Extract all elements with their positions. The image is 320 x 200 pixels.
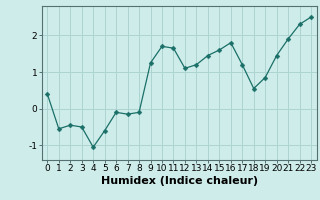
X-axis label: Humidex (Indice chaleur): Humidex (Indice chaleur)	[100, 176, 258, 186]
